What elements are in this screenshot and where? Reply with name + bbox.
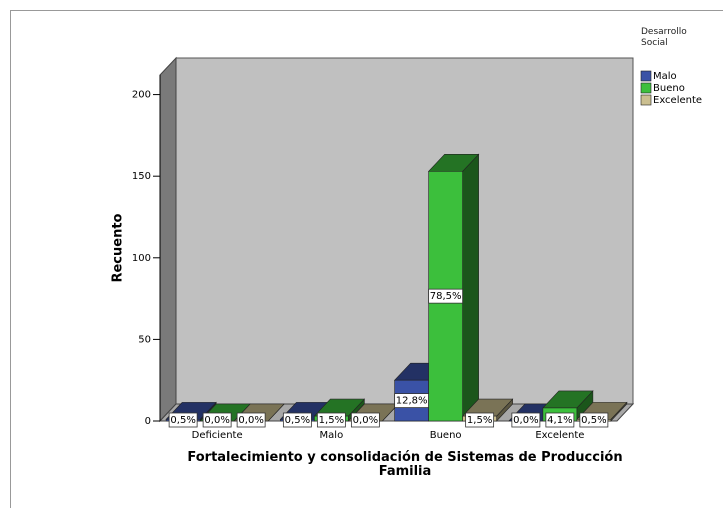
- value-label-box: [316, 412, 346, 428]
- value-label-box: [168, 412, 198, 428]
- legend-swatch: [640, 82, 652, 94]
- y-tick-label: 150: [132, 171, 151, 182]
- value-label: 0,5%: [285, 415, 310, 426]
- legend-label: Excelente: [653, 95, 702, 106]
- value-label-box: [465, 412, 495, 428]
- y-axis-label: Recuento: [111, 213, 126, 282]
- x-tick-label: Deficiente: [192, 430, 243, 441]
- value-label: 0,0%: [238, 415, 263, 426]
- frame: [10, 10, 723, 508]
- bar-side: [462, 153, 479, 422]
- value-label-box: [428, 288, 464, 304]
- y-tick-label: 0: [145, 416, 151, 427]
- y-tick-label: 200: [132, 90, 151, 101]
- value-label: 78,5%: [430, 291, 462, 302]
- value-label-box: [511, 412, 541, 428]
- value-label: 1,5%: [319, 415, 344, 426]
- value-label: 1,5%: [467, 415, 492, 426]
- value-label: 0,5%: [170, 415, 195, 426]
- value-label-box: [282, 412, 312, 428]
- value-label: 0,0%: [513, 415, 538, 426]
- y-tick-label: 50: [138, 334, 151, 345]
- value-label-box: [350, 412, 380, 428]
- value-label: 0,0%: [204, 415, 229, 426]
- x-axis-label: Fortalecimiento y consolidación de Siste…: [187, 450, 623, 479]
- legend-title: Desarrollo Social: [641, 27, 687, 48]
- x-tick-label: Malo: [320, 430, 344, 441]
- legend-swatch: [640, 70, 652, 82]
- value-label-box: [202, 412, 232, 428]
- value-label-box: [579, 412, 609, 428]
- legend-label: Bueno: [653, 83, 685, 94]
- legend-label: Malo: [653, 71, 677, 82]
- value-label-box: [545, 412, 575, 428]
- value-label: 12,8%: [396, 396, 428, 407]
- x-tick-label: Excelente: [535, 430, 584, 441]
- value-label-box: [236, 412, 266, 428]
- left-wall: [159, 56, 177, 423]
- x-tick-label: Bueno: [430, 430, 462, 441]
- legend-swatch: [640, 94, 652, 106]
- value-label: 0,5%: [581, 415, 606, 426]
- y-tick-label: 100: [132, 253, 151, 264]
- value-label: 4,1%: [547, 415, 572, 426]
- value-label: 0,0%: [353, 415, 378, 426]
- back-wall: [175, 57, 634, 405]
